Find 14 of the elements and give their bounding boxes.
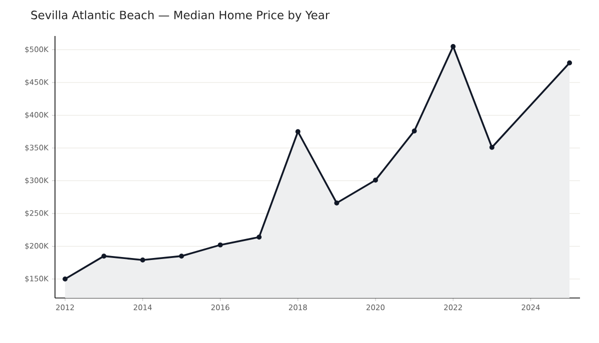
point — [412, 128, 417, 134]
point — [179, 254, 184, 259]
point — [101, 254, 106, 259]
point — [256, 234, 262, 240]
chart-title: Sevilla Atlantic Beach — Median Home Price by Year — [31, 10, 330, 22]
point — [489, 144, 494, 150]
point — [295, 129, 300, 134]
point — [567, 60, 572, 66]
point — [140, 258, 146, 262]
point — [62, 276, 68, 282]
point — [450, 44, 456, 49]
point — [218, 242, 223, 248]
point — [373, 178, 378, 183]
point — [334, 200, 340, 206]
